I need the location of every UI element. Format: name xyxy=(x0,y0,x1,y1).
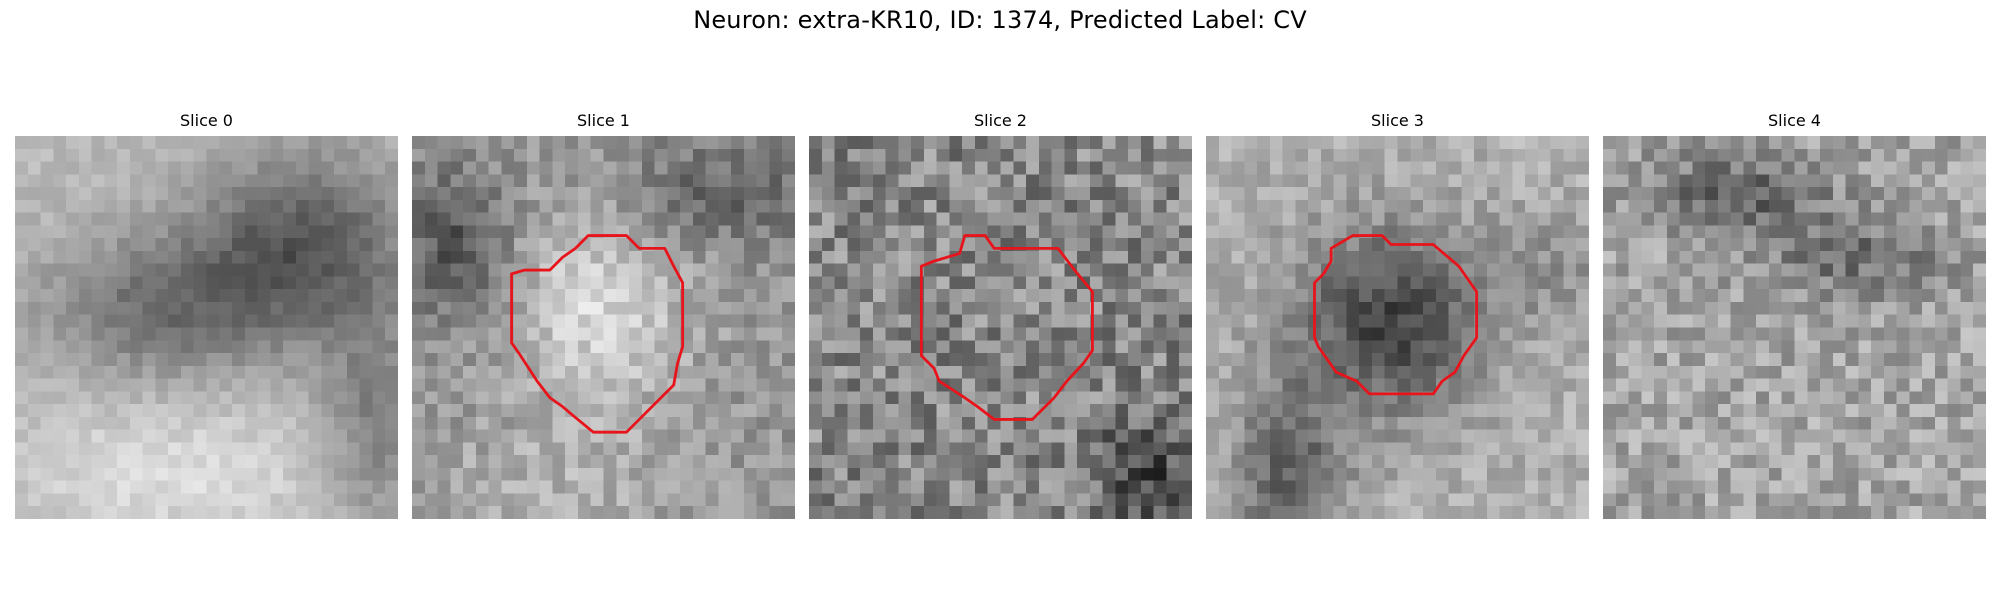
slice-panel-2: Slice 2 xyxy=(809,109,1192,519)
slice-title: Slice 1 xyxy=(577,111,630,130)
figure-title: Neuron: extra-KR10, ID: 1374, Predicted … xyxy=(693,6,1307,34)
slice-image xyxy=(1206,136,1589,519)
slice-image xyxy=(412,136,795,519)
slice-image xyxy=(15,136,398,519)
slice-image xyxy=(1603,136,1986,519)
slice-panel-3: Slice 3 xyxy=(1206,109,1589,519)
slice-panel-0: Slice 0 xyxy=(15,109,398,519)
slice-title: Slice 2 xyxy=(974,111,1027,130)
slice-title: Slice 4 xyxy=(1768,111,1821,130)
slice-panel-1: Slice 1 xyxy=(412,109,795,519)
slice-panel-4: Slice 4 xyxy=(1603,109,1986,519)
slice-image xyxy=(809,136,1192,519)
slice-title: Slice 3 xyxy=(1371,111,1424,130)
slice-title: Slice 0 xyxy=(180,111,233,130)
